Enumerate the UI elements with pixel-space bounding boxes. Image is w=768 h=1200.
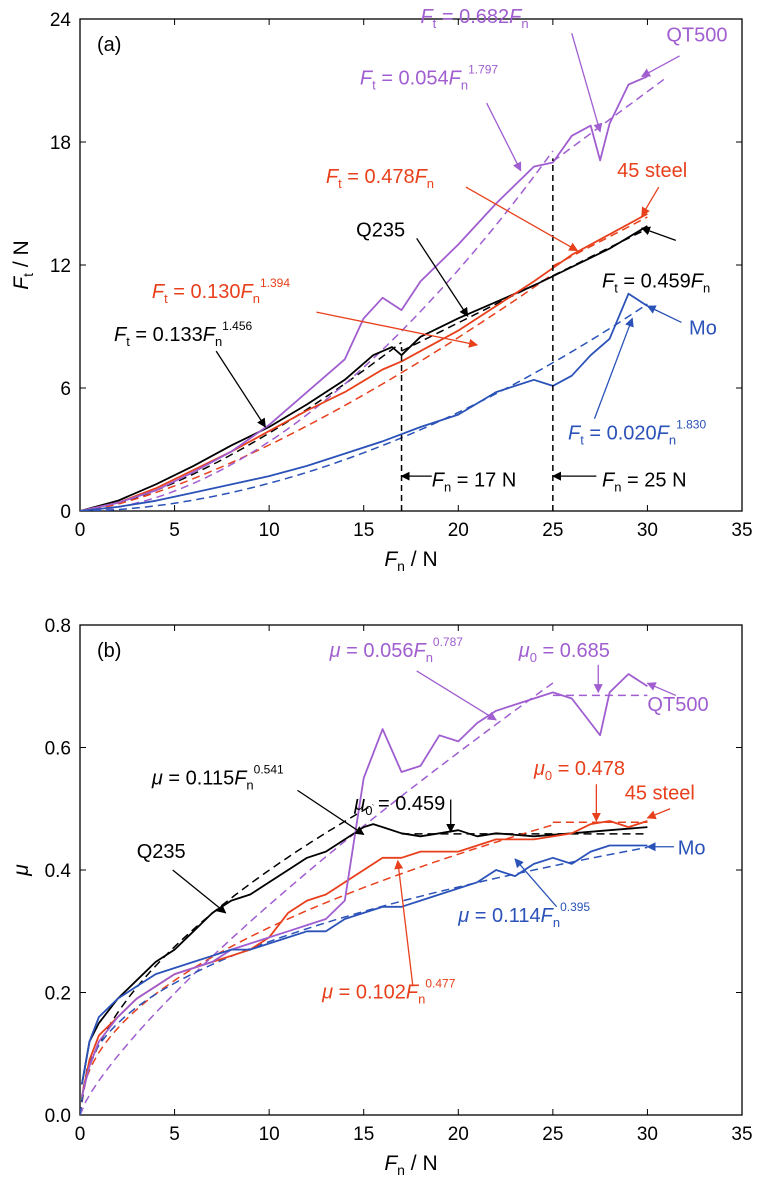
annotation-arrow: [641, 186, 660, 217]
annotation-label: 45 steel: [625, 783, 695, 805]
annotation-arrow: [316, 311, 479, 348]
y-tick-label: 0.6: [45, 739, 71, 760]
x-tick-label: 15: [353, 520, 374, 541]
series-line-mo: [80, 292, 648, 511]
annotation-arrow: [486, 102, 522, 172]
y-tick-label: 0.4: [45, 861, 72, 882]
fit-curve: [80, 824, 554, 1115]
annotation-arrow: [571, 33, 603, 133]
annotation-arrow: [646, 305, 682, 323]
series-line-q235: [80, 225, 648, 511]
annotation-label: Ft = 0.682Fn: [420, 6, 528, 31]
plot-area: [80, 75, 667, 511]
x-tick-label: 30: [637, 520, 658, 541]
x-tick-label: 5: [169, 520, 180, 541]
y-tick-label: 0.8: [45, 616, 71, 637]
annotation-label: Ft = 0.020Fn1.830: [568, 417, 706, 447]
annotation-arrow: [172, 869, 227, 914]
annotation-label: Q235: [356, 219, 405, 241]
x-tick-label: 0: [75, 520, 86, 541]
x-tick-label: 20: [448, 1124, 469, 1145]
annotation-label: Ft = 0.478Fn: [326, 166, 434, 191]
chart-panel-a: 0 5 10 15 20 25 30 35 0 6 12 18 24 Fn / N Ft / N (a) Ft …: [10, 6, 753, 574]
annotation-arrow: [640, 226, 677, 242]
x-tick-label: 15: [353, 1124, 374, 1145]
annotation-label: QT500: [647, 694, 708, 716]
annotation-arrow: [646, 682, 677, 697]
annotation-arrow: [646, 808, 671, 820]
y-tick-label: 24: [50, 10, 72, 31]
y-tick-label: 18: [50, 133, 71, 154]
x-tick-label: 0: [75, 1124, 86, 1145]
series-line-qt500: [81, 673, 648, 1097]
series-line-mo: [81, 844, 648, 1085]
x-tick-label: 25: [542, 1124, 563, 1145]
annotation-label: Ft = 0.130Fn1.394: [152, 276, 290, 306]
panel-label: (a): [97, 34, 121, 56]
fit-curve: [80, 846, 648, 1115]
series-line-q235: [81, 823, 648, 1085]
annotation-label: μ = 0.056Fn0.787: [329, 635, 464, 665]
annotation-arrow: [416, 670, 497, 721]
x-tick-label: 30: [637, 1124, 658, 1145]
annotation-label: Fn = 17 N: [432, 469, 517, 494]
annotation-arrow: [593, 317, 634, 419]
annotation-label: μ = 0.114Fn0.395: [457, 900, 590, 930]
y-tick-label: 12: [50, 256, 71, 277]
annotation-label: Fn = 25 N: [602, 469, 687, 494]
x-tick-label: 10: [259, 1124, 280, 1145]
annotation-label: μ0 = 0.478: [533, 758, 625, 783]
annotation-label: μ0 = 0.459: [353, 793, 445, 818]
annotation-label: 45 steel: [617, 160, 687, 182]
annotation-arrow: [215, 350, 266, 428]
annotation-arrow: [416, 237, 469, 318]
annotation-label: Mo: [678, 838, 706, 860]
chart-panel-b: 0 5 10 15 20 25 30 35 0.0 0.2 0.4 0.6 0.8 Fn / N μ (b) μ…: [10, 616, 753, 1178]
y-axis-label: Ft / N: [10, 240, 36, 289]
panel-label: (b): [97, 640, 121, 662]
annotation-label: μ0 = 0.685: [518, 640, 610, 665]
fit-curve: [80, 273, 554, 511]
y-tick-label: 0.0: [45, 1106, 71, 1127]
y-tick-label: 0: [60, 502, 71, 523]
fit-curve: [80, 150, 554, 511]
annotation-label: μ = 0.102Fn0.477: [321, 977, 456, 1007]
fit-curve: [80, 341, 402, 511]
x-axis-label: Fn / N: [384, 1152, 437, 1178]
x-tick-label: 35: [731, 520, 752, 541]
x-tick-label: 10: [259, 520, 280, 541]
fit-curve: [80, 682, 554, 1115]
annotation-label: Ft = 0.133Fn1.456: [114, 319, 252, 349]
x-tick-label: 35: [731, 1124, 752, 1145]
x-tick-label: 5: [169, 1124, 180, 1145]
annotation-label: Ft = 0.054Fn1.797: [360, 63, 498, 93]
annotation-arrow: [514, 858, 558, 908]
x-tick-label: 25: [542, 520, 563, 541]
y-tick-label: 6: [60, 379, 71, 400]
annotation-arrow: [394, 859, 414, 987]
annotation-arrow: [640, 55, 680, 77]
annotation-label: QT500: [666, 25, 727, 47]
x-axis-label: Fn / N: [384, 548, 437, 574]
annotation-label: Ft = 0.459Fn: [602, 271, 710, 296]
annotation-label: Q235: [137, 841, 186, 863]
annotation-label: μ = 0.115Fn0.541: [151, 762, 284, 792]
series-line-45-steel: [80, 213, 648, 511]
series-line-qt500: [80, 75, 648, 511]
y-axis-label: μ: [10, 864, 33, 877]
fit-curve: [80, 804, 374, 1115]
fit-curve: [552, 76, 667, 163]
annotation-arrow: [297, 789, 365, 836]
annotation-arrow: [465, 186, 579, 252]
fit-curve: [80, 303, 648, 511]
annotation-label: Mo: [689, 318, 717, 340]
x-tick-label: 20: [448, 520, 469, 541]
y-tick-label: 0.2: [45, 984, 71, 1005]
plot-area: [80, 673, 648, 1115]
